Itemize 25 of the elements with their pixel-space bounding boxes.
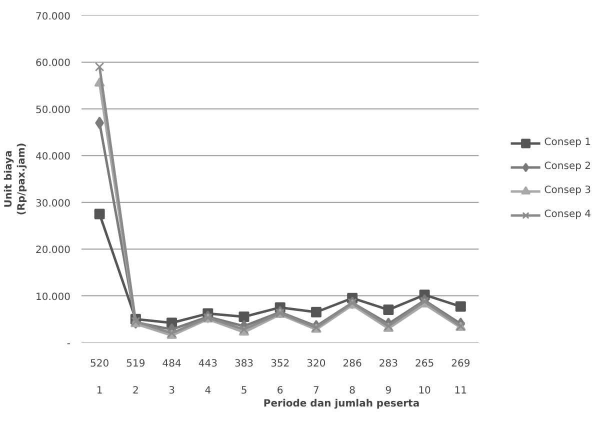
y-tick-label: - [66,338,71,350]
y-tick-label: 50.000 [36,104,71,116]
category-label: 265 10 [415,358,434,396]
category-label: 283 9 [378,358,398,396]
legend-label: Consep 1 [544,137,591,148]
legend-label: Consep 3 [544,185,591,196]
category-label: 320 7 [306,358,326,396]
y-tick-label: 40.000 [36,152,71,163]
y-tick-label: 20.000 [36,245,71,256]
category-label: 520 1 [90,358,110,396]
y-tick-label: 60.000 [36,58,71,70]
category-label: 352 6 [270,358,290,396]
y-tick-label: 30.000 [36,198,71,210]
category-label: 519 2 [126,358,146,396]
x-axis-title: Periode dan jumlah peserta [263,398,420,410]
y-tick-label: 70.000 [36,12,71,22]
legend-label: Consep 4 [544,209,591,220]
category-label: 443 4 [198,358,218,396]
category-label: 484 3 [162,358,182,396]
category-label: 269 11 [451,358,470,396]
category-label: 383 5 [234,358,254,396]
category-label: 286 8 [342,358,362,396]
legend-label: Consep 2 [544,161,591,172]
y-tick-label: 10.000 [36,292,71,303]
y-axis-title: Unit biaya (Rp/pax.jam) [3,142,28,216]
